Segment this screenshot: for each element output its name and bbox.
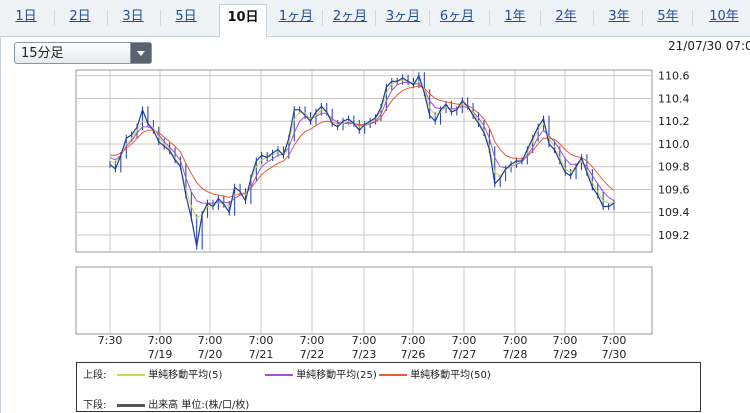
interval-select-value: 15分足 bbox=[21, 46, 64, 61]
tab-4[interactable]: 5日 bbox=[175, 9, 197, 24]
tab-2[interactable]: 2日 bbox=[69, 9, 91, 24]
x-tick-date: 7/20 bbox=[198, 348, 223, 361]
interval-select[interactable]: 15分足 bbox=[14, 42, 152, 64]
x-tick-time: 7:00 bbox=[553, 334, 578, 347]
x-tick-date: 7/26 bbox=[401, 348, 426, 361]
y-tick-label: 109.4 bbox=[658, 206, 690, 219]
tab-6[interactable]: 1ヶ月 bbox=[278, 9, 314, 24]
tab-separator bbox=[160, 10, 161, 26]
tab-13[interactable]: 5年 bbox=[657, 9, 679, 24]
y-tick-label: 110.6 bbox=[658, 70, 690, 83]
chevron-down-icon[interactable] bbox=[130, 43, 151, 63]
x-tick-date: 7/23 bbox=[352, 348, 377, 361]
legend-swatch-sma25 bbox=[265, 374, 293, 376]
x-tick-time: 7:00 bbox=[249, 334, 274, 347]
legend-label-sma50: 単純移動平均(50) bbox=[410, 370, 491, 381]
x-tick-date: 7/29 bbox=[553, 348, 578, 361]
x-tick-date: 7/21 bbox=[249, 348, 274, 361]
x-tick-time: 7:00 bbox=[352, 334, 377, 347]
legend-swatch-sma50 bbox=[379, 374, 407, 376]
legend-swatch-volume bbox=[117, 403, 145, 407]
tab-separator bbox=[429, 10, 430, 26]
series-price bbox=[109, 74, 615, 247]
x-tick-time: 7:00 bbox=[503, 334, 528, 347]
legend-label-sma5: 単純移動平均(5) bbox=[148, 370, 223, 381]
legend-item-sma50: 単純移動平均(50) bbox=[379, 366, 491, 381]
tab-separator bbox=[375, 10, 376, 26]
tab-7[interactable]: 2ヶ月 bbox=[332, 9, 368, 24]
tab-separator bbox=[540, 10, 541, 26]
x-tick-time: 7:00 bbox=[300, 334, 325, 347]
legend: 上段: 単純移動平均(5) 単純移動平均(25) 単純移動平均(50) 下段: … bbox=[76, 362, 701, 412]
x-tick-date: 7/30 bbox=[602, 348, 627, 361]
x-tick-time: 7:00 bbox=[198, 334, 223, 347]
legend-label-volume: 出来高 単位:(株/口/枚) bbox=[148, 400, 250, 411]
x-tick-time: 7:00 bbox=[401, 334, 426, 347]
tab-10[interactable]: 1年 bbox=[504, 9, 526, 24]
tab-8[interactable]: 3ヶ月 bbox=[385, 9, 421, 24]
series-sma25 bbox=[109, 82, 615, 204]
y-tick-label: 110.4 bbox=[658, 92, 690, 105]
y-tick-label: 110.0 bbox=[658, 138, 690, 151]
y-tick-label: 109.6 bbox=[658, 183, 690, 196]
tab-3[interactable]: 3日 bbox=[122, 9, 144, 24]
x-tick-time: 7:00 bbox=[148, 334, 173, 347]
tab-separator bbox=[107, 10, 108, 26]
tab-separator bbox=[692, 10, 693, 26]
x-tick-time: 7:00 bbox=[602, 334, 627, 347]
tab-separator bbox=[489, 10, 490, 26]
y-tick-label: 109.2 bbox=[658, 229, 690, 242]
series-sma50 bbox=[110, 85, 615, 198]
legend-item-sma5: 単純移動平均(5) bbox=[117, 366, 222, 381]
content-left-border bbox=[0, 36, 1, 413]
x-tick-date: 7/22 bbox=[300, 348, 325, 361]
tab-separator bbox=[642, 10, 643, 26]
y-tick-label: 110.2 bbox=[658, 115, 690, 128]
x-tick-date: 7/27 bbox=[452, 348, 477, 361]
legend-item-volume: 出来高 単位:(株/口/枚) bbox=[117, 396, 249, 411]
tab-separator bbox=[322, 10, 323, 26]
tab-5[interactable]: 10日 bbox=[219, 4, 267, 38]
series-sma5 bbox=[109, 79, 614, 219]
tab-12[interactable]: 3年 bbox=[608, 9, 630, 24]
tab-14[interactable]: 10年 bbox=[709, 9, 739, 24]
x-tick-time: 7:00 bbox=[452, 334, 477, 347]
x-tick-date: 7/19 bbox=[148, 348, 173, 361]
y-tick-label: 109.8 bbox=[658, 161, 690, 174]
price-chart: 110.6 110.4 110.2 110.0 109.8 109.6 109.4 109.2… bbox=[75, 69, 690, 361]
period-tab-bar: 1日 2日 3日 5日 10日 1ヶ月 2ヶ月 3ヶ月 6ヶ月 1年 2年 3年 5年 10年 bbox=[0, 0, 750, 38]
tab-9[interactable]: 6ヶ月 bbox=[439, 9, 475, 24]
legend-label-sma25: 単純移動平均(25) bbox=[296, 370, 377, 381]
tab-separator bbox=[593, 10, 594, 26]
legend-upper-label: 上段: bbox=[83, 370, 107, 381]
tab-1[interactable]: 1日 bbox=[15, 9, 37, 24]
legend-item-sma25: 単純移動平均(25) bbox=[265, 366, 377, 381]
legend-swatch-sma5 bbox=[117, 374, 145, 376]
legend-lower-label: 下段: bbox=[83, 400, 107, 411]
chart-datetime: 21/07/30 07:0 bbox=[668, 39, 750, 53]
tab-separator bbox=[54, 10, 55, 26]
tab-11[interactable]: 2年 bbox=[555, 9, 577, 24]
x-tick-time: 7:30 bbox=[98, 334, 123, 347]
x-tick-date: 7/28 bbox=[503, 348, 528, 361]
